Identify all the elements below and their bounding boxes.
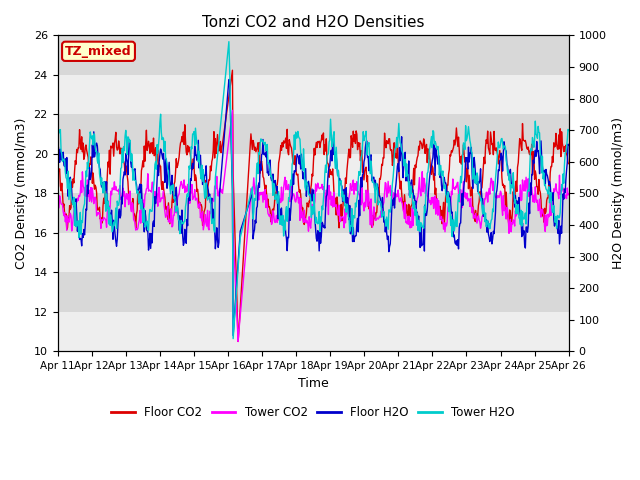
Bar xyxy=(58,114,569,154)
Title: Tonzi CO2 and H2O Densities: Tonzi CO2 and H2O Densities xyxy=(202,15,424,30)
Bar xyxy=(58,154,569,193)
Bar xyxy=(58,36,569,75)
Text: TZ_mixed: TZ_mixed xyxy=(65,45,132,58)
Bar xyxy=(58,312,569,351)
Bar xyxy=(58,75,569,114)
Y-axis label: CO2 Density (mmol/m3): CO2 Density (mmol/m3) xyxy=(15,118,28,269)
Y-axis label: H2O Density (mmol/m3): H2O Density (mmol/m3) xyxy=(612,117,625,269)
Bar xyxy=(58,272,569,312)
Legend: Floor CO2, Tower CO2, Floor H2O, Tower H2O: Floor CO2, Tower CO2, Floor H2O, Tower H… xyxy=(107,401,520,424)
Bar xyxy=(58,233,569,272)
X-axis label: Time: Time xyxy=(298,377,328,390)
Bar xyxy=(58,193,569,233)
